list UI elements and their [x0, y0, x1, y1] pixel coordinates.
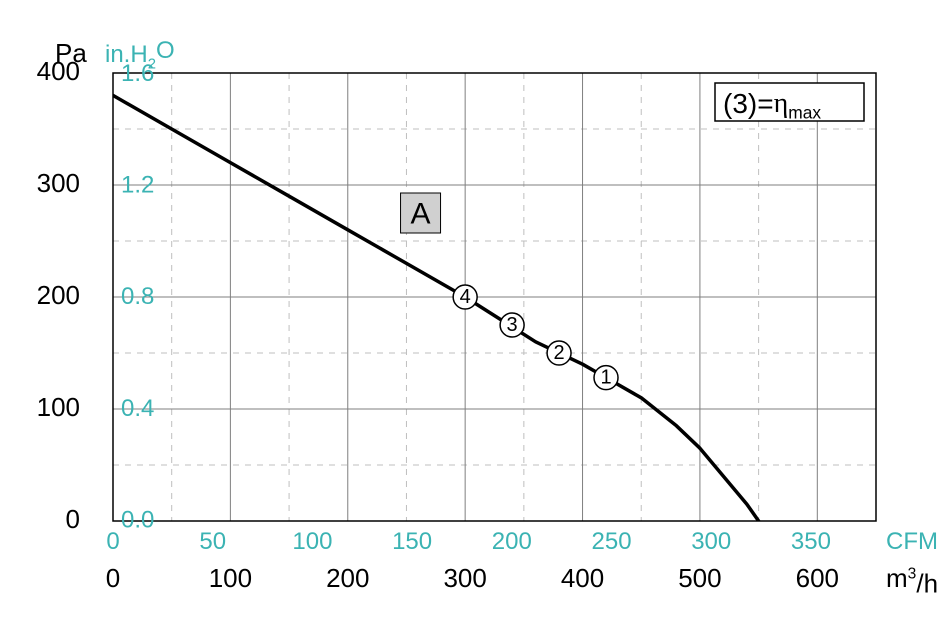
x2-tick-label: 350 [791, 528, 831, 555]
x2-tick-label: 300 [691, 528, 731, 555]
marker-4: 4 [453, 285, 477, 309]
marker-1: 1 [594, 366, 618, 390]
x1-tick-label: 100 [209, 563, 252, 593]
svg-text:4: 4 [460, 286, 471, 308]
x2-tick-label: 200 [492, 528, 532, 555]
marker-3: 3 [500, 313, 524, 337]
y1-tick-label: 300 [37, 168, 80, 198]
x2-tick-label: 50 [199, 528, 226, 555]
y2-tick-label: 0.8 [121, 283, 154, 310]
y1-tick-label: 0 [66, 504, 80, 534]
x2-tick-label: 250 [592, 528, 632, 555]
y2-tick-label: 1.2 [121, 172, 154, 199]
y1-axis-label: Pa [55, 38, 87, 68]
svg-text:1: 1 [600, 367, 611, 389]
x2-tick-label: 150 [392, 528, 432, 555]
y1-tick-label: 200 [37, 280, 80, 310]
x1-tick-label: 300 [443, 563, 486, 593]
annotation-a-box: A [401, 193, 441, 233]
x1-tick-label: 400 [561, 563, 604, 593]
marker-2: 2 [547, 341, 571, 365]
legend-box: (3)=ηmax [715, 83, 864, 123]
svg-text:2: 2 [553, 342, 564, 364]
x2-tick-label: 0 [106, 528, 119, 555]
y2-tick-label: 0.0 [121, 506, 154, 533]
x2-axis-label: CFM [886, 528, 938, 555]
x2-tick-label: 100 [292, 528, 332, 555]
y2-tick-label: 0.4 [121, 395, 154, 422]
x1-tick-label: 0 [106, 563, 120, 593]
svg-text:A: A [411, 198, 431, 231]
fan-curve-chart: 1 2 3 4 A (3)=ηmax 0 50 100 150 200 250 300 350 CFM 0 10… [0, 0, 942, 629]
x1-tick-label: 500 [678, 563, 721, 593]
x1-tick-label: 200 [326, 563, 369, 593]
y1-tick-label: 100 [37, 392, 80, 422]
svg-text:3: 3 [507, 314, 518, 336]
x1-tick-label: 600 [796, 563, 839, 593]
